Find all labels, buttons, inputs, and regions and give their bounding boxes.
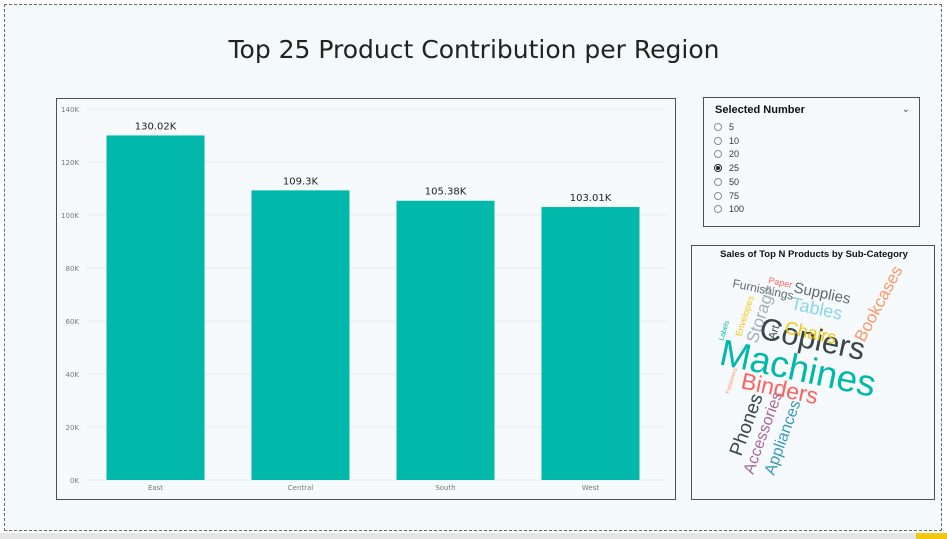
- x-tick-label: Central: [288, 484, 314, 492]
- chevron-down-icon[interactable]: ⌄: [901, 104, 910, 115]
- bar-east[interactable]: [106, 135, 205, 480]
- slicer-option-label: 10: [729, 135, 740, 146]
- slicer-option-label: 75: [729, 190, 740, 201]
- slicer-option-label: 5: [729, 122, 735, 132]
- slicer-option-label: 100: [729, 204, 745, 215]
- slicer-option-100[interactable]: 100: [714, 203, 744, 215]
- data-label: 103.01K: [570, 193, 612, 204]
- bar-central[interactable]: [251, 190, 350, 480]
- report-canvas: Top 25 Product Contribution per Region 0…: [4, 4, 942, 531]
- word-cloud-visual[interactable]: Sales of Top N Products by Sub-Category …: [691, 245, 935, 500]
- data-label: 105.38K: [425, 187, 467, 198]
- x-tick-label: South: [435, 484, 455, 492]
- slicer-title: Selected Number: [715, 104, 805, 116]
- radio-button[interactable]: [714, 150, 722, 159]
- word-bookcases[interactable]: Bookcases: [851, 263, 907, 345]
- y-tick-label: 40K: [66, 371, 80, 379]
- x-tick-label: East: [148, 484, 163, 492]
- radio-button[interactable]: [714, 177, 722, 186]
- slicer-option-label: 25: [729, 163, 740, 174]
- bar-west[interactable]: [541, 207, 640, 480]
- radio-button[interactable]: [714, 123, 722, 131]
- bar-south[interactable]: [396, 200, 495, 481]
- y-tick-label: 20K: [66, 424, 80, 432]
- slicer-option-75[interactable]: 75: [714, 190, 739, 202]
- bar-chart-visual[interactable]: 0K 20K 40K 60K 80K 100K 120K 140K 130.02K East 109…: [56, 98, 676, 500]
- slicer-option-label: 50: [729, 176, 740, 187]
- slicer-option-label: 20: [729, 149, 740, 160]
- y-tick-label: 80K: [66, 265, 80, 273]
- selected-number-slicer[interactable]: Selected Number ⌄ 5 10 20 25 50 75 100: [703, 97, 920, 227]
- bottom-scrollbar-strip: [0, 533, 947, 539]
- page-title: Top 25 Product Contribution per Region: [228, 35, 720, 64]
- y-tick-label: 120K: [61, 159, 79, 167]
- data-label: 109.3K: [283, 176, 319, 187]
- data-label: 130.02K: [135, 121, 177, 132]
- slicer-option-5[interactable]: 5: [714, 121, 734, 133]
- word-art[interactable]: Art: [766, 324, 782, 341]
- slicer-option-50[interactable]: 50: [714, 176, 739, 188]
- y-tick-label: 60K: [66, 318, 80, 326]
- y-tick-label: 100K: [61, 212, 79, 220]
- word-cloud-svg: MachinesCopiersBindersBookcasesChairsTab…: [716, 263, 907, 478]
- y-tick-label: 0K: [70, 477, 79, 485]
- bar-chart-svg: 0K 20K 40K 60K 80K 100K 120K 140K 130.02K East 109…: [61, 106, 667, 492]
- word-paper[interactable]: Paper: [768, 275, 794, 290]
- radio-button[interactable]: [714, 136, 722, 145]
- y-tick-label: 140K: [61, 106, 79, 114]
- radio-button[interactable]: [714, 191, 722, 200]
- x-tick-label: West: [582, 484, 599, 492]
- radio-button[interactable]: [714, 164, 722, 173]
- slicer-option-10[interactable]: 10: [714, 135, 739, 147]
- radio-button[interactable]: [714, 205, 722, 214]
- slicer-option-20[interactable]: 20: [714, 148, 739, 160]
- slicer-option-25[interactable]: 25: [714, 162, 739, 174]
- bottom-accent-bar: [916, 533, 947, 539]
- word-cloud-title: Sales of Top N Products by Sub-Category: [720, 249, 908, 260]
